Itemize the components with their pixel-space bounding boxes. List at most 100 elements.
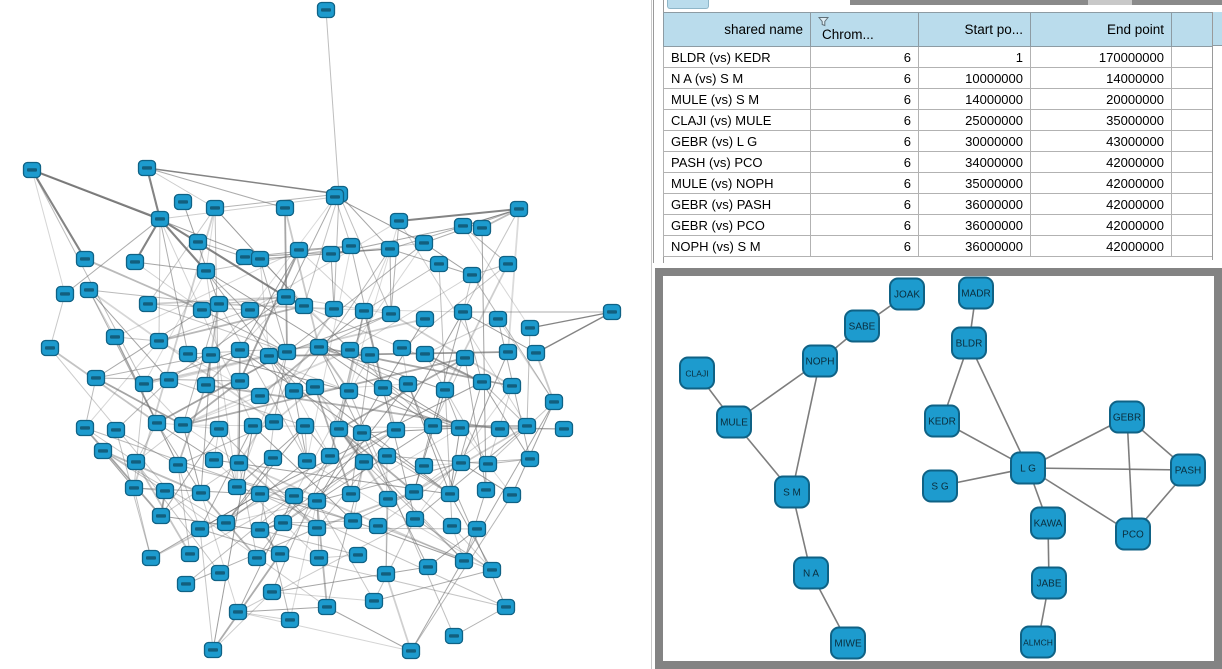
network-edge[interactable] xyxy=(390,220,400,315)
table-cell[interactable]: 6 xyxy=(810,88,919,110)
network-edge[interactable] xyxy=(133,487,152,559)
network-edge[interactable] xyxy=(286,242,425,353)
network-edge[interactable] xyxy=(293,248,391,392)
network-edge[interactable] xyxy=(182,395,261,426)
subnetwork-edge[interactable] xyxy=(1027,467,1189,471)
table-scrollbar-gutter[interactable] xyxy=(1212,12,1222,260)
network-edge[interactable] xyxy=(481,381,528,427)
network-edge[interactable] xyxy=(214,193,340,209)
network-edge[interactable] xyxy=(259,346,320,397)
network-edge[interactable] xyxy=(64,218,161,295)
table-cell[interactable]: 36000000 xyxy=(918,214,1031,236)
network-edge[interactable] xyxy=(205,207,216,272)
network-edge[interactable] xyxy=(102,450,166,492)
network-edge[interactable] xyxy=(316,500,375,602)
network-edge[interactable] xyxy=(159,196,336,220)
network-edge[interactable] xyxy=(481,227,487,491)
network-edge[interactable] xyxy=(244,248,391,258)
table-row[interactable]: GEBR (vs) PASH636000000420000008.9 xyxy=(663,193,1222,215)
network-edge[interactable] xyxy=(326,606,412,652)
network-edge[interactable] xyxy=(199,425,254,530)
network-edge[interactable] xyxy=(177,464,201,530)
table-cell[interactable]: 42000000 xyxy=(1030,151,1172,173)
table-cell[interactable]: 36000000 xyxy=(918,235,1031,257)
network-edge[interactable] xyxy=(133,383,145,489)
network-edge[interactable] xyxy=(373,569,493,602)
network-edge[interactable] xyxy=(386,455,451,495)
table-cell[interactable]: 10000000 xyxy=(918,67,1031,89)
network-edge[interactable] xyxy=(158,296,287,342)
table-cell[interactable]: 42000000 xyxy=(1030,235,1172,257)
network-edge[interactable] xyxy=(318,313,392,348)
network-edge[interactable] xyxy=(407,383,451,495)
network-edge[interactable] xyxy=(160,428,220,517)
network-edge[interactable] xyxy=(237,611,412,652)
network-edge[interactable] xyxy=(84,377,97,429)
network-edge[interactable] xyxy=(146,167,286,209)
network-edge[interactable] xyxy=(462,208,520,313)
network-edge[interactable] xyxy=(159,218,254,427)
subnetwork-node[interactable]: MULE xyxy=(716,405,752,439)
network-edge[interactable] xyxy=(237,606,328,613)
column-header[interactable]: shared name xyxy=(663,12,811,47)
filter-funnel-icon[interactable] xyxy=(818,16,911,27)
table-row[interactable]: GEBR (vs) L G6300000004300000016.9 xyxy=(663,130,1222,152)
table-row[interactable]: GEBR (vs) PCO636000000420000008.4 xyxy=(663,214,1222,236)
network-edge[interactable] xyxy=(31,169,86,260)
network-edge[interactable] xyxy=(214,207,220,430)
subnetwork-node[interactable]: PASH xyxy=(1170,453,1206,487)
network-edge[interactable] xyxy=(31,169,261,260)
table-cell[interactable]: 170000000 xyxy=(1030,46,1172,68)
network-edge[interactable] xyxy=(318,346,409,385)
network-edge[interactable] xyxy=(363,263,440,312)
network-edge[interactable] xyxy=(314,386,389,500)
network-edge[interactable] xyxy=(218,303,335,310)
network-edge[interactable] xyxy=(134,261,207,272)
network-edge[interactable] xyxy=(159,218,287,298)
subnetwork-node[interactable]: S G xyxy=(922,469,958,503)
network-edge[interactable] xyxy=(511,401,555,496)
table-cell[interactable]: 1 xyxy=(918,46,1031,68)
subnetwork-edge[interactable] xyxy=(968,342,1029,469)
network-edge[interactable] xyxy=(218,428,238,488)
network-edge[interactable] xyxy=(414,385,513,520)
network-edge[interactable] xyxy=(279,500,318,555)
network-edge[interactable] xyxy=(398,207,520,223)
network-edge[interactable] xyxy=(414,518,493,571)
network-edge[interactable] xyxy=(238,462,258,559)
subnetwork-node[interactable]: L G xyxy=(1010,451,1046,485)
table-cell[interactable]: 25000000 xyxy=(918,109,1031,131)
network-edge[interactable] xyxy=(210,354,350,392)
table-cell[interactable]: 35000000 xyxy=(1030,109,1172,131)
network-edge[interactable] xyxy=(349,242,425,351)
network-edge[interactable] xyxy=(271,591,375,602)
table-cell[interactable]: 30000000 xyxy=(918,130,1031,152)
network-edge[interactable] xyxy=(49,347,201,530)
table-cell[interactable]: 6 xyxy=(810,172,919,194)
network-edge[interactable] xyxy=(329,220,400,457)
network-edge[interactable] xyxy=(529,311,613,329)
network-edge[interactable] xyxy=(326,461,365,608)
network-edge[interactable] xyxy=(31,169,145,385)
table-cell[interactable]: PASH (vs) PCO xyxy=(663,151,811,173)
network-edge[interactable] xyxy=(259,529,359,556)
table-cell[interactable]: 6.6 xyxy=(1171,67,1222,89)
network-edge[interactable] xyxy=(146,167,340,195)
table-cell[interactable]: CLAJI (vs) MULE xyxy=(663,109,811,131)
network-edge[interactable] xyxy=(182,201,220,305)
network-edge[interactable] xyxy=(164,490,328,608)
table-cell[interactable]: GEBR (vs) L G xyxy=(663,130,811,152)
network-edge[interactable] xyxy=(338,193,392,315)
subnetwork-node[interactable]: GEBR xyxy=(1109,400,1145,434)
network-edge[interactable] xyxy=(239,249,300,382)
network-edge[interactable] xyxy=(316,491,415,529)
network-edge[interactable] xyxy=(225,500,318,524)
network-edge[interactable] xyxy=(88,289,158,424)
table-row[interactable]: CLAJI (vs) MULE625000000350000005.9 xyxy=(663,109,1222,131)
table-cell[interactable]: 6 xyxy=(810,151,919,173)
subnetwork-edge[interactable] xyxy=(1126,416,1134,535)
network-edge[interactable] xyxy=(316,425,434,502)
network-edge[interactable] xyxy=(158,218,161,342)
column-header[interactable]: Start po... xyxy=(918,12,1031,47)
network-edge[interactable] xyxy=(385,498,389,575)
